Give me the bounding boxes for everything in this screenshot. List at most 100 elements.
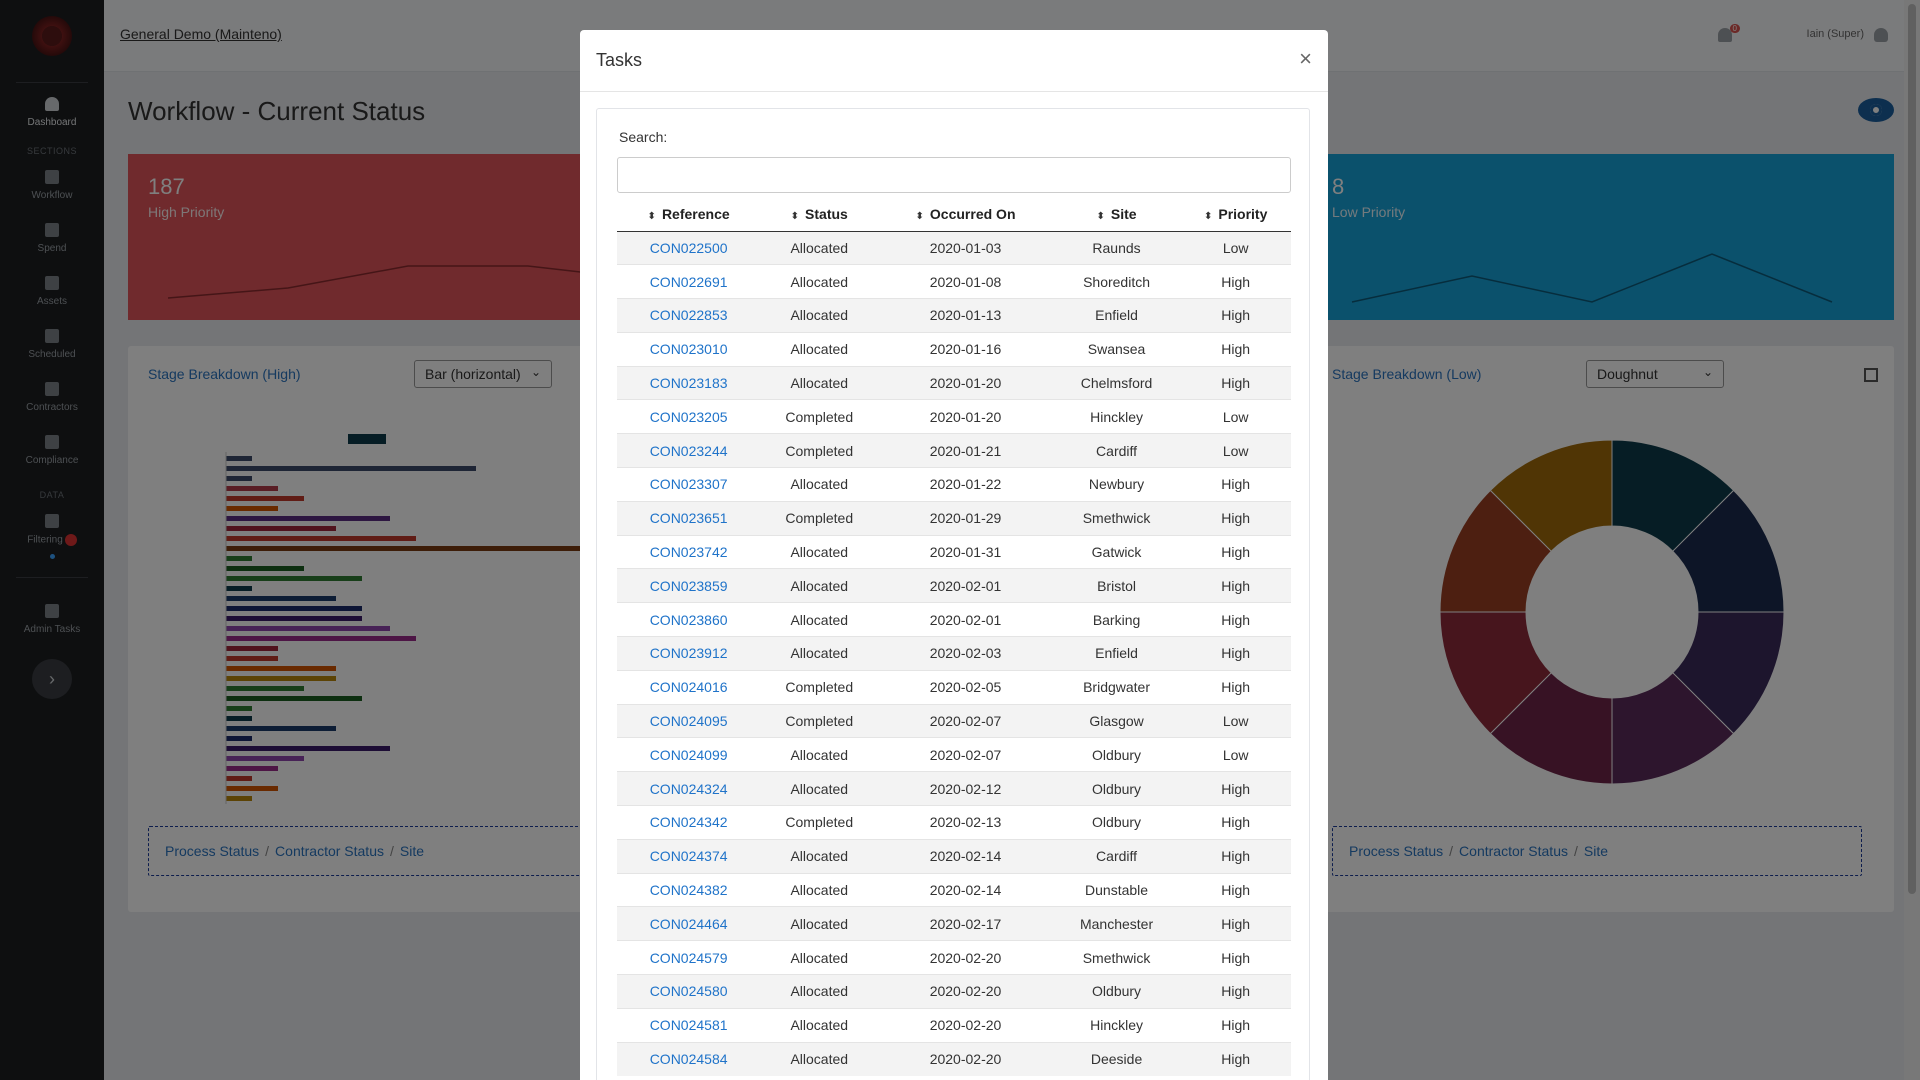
priority-cell: Low <box>1180 737 1291 772</box>
status-cell: Allocated <box>760 1007 879 1043</box>
site-cell: Chelmsford <box>1052 365 1181 400</box>
reference-link[interactable]: CON024580 <box>617 974 761 1009</box>
date-cell: 2020-02-20 <box>878 1007 1053 1043</box>
modal-title: Tasks <box>596 50 643 70</box>
table-row[interactable]: CON023859 Allocated 2020-02-01 Bristol High <box>617 568 1291 603</box>
site-cell: Oldbury <box>1052 974 1181 1009</box>
reference-link[interactable]: CON024374 <box>617 838 761 874</box>
table-row[interactable]: CON023244 Completed 2020-01-21 Cardiff Low <box>617 433 1291 468</box>
table-row[interactable]: CON024382 Allocated 2020-02-14 Dunstable Hig… <box>617 872 1291 907</box>
reference-link[interactable]: CON024464 <box>617 906 761 941</box>
table-row[interactable]: CON022691 Allocated 2020-01-08 Shoreditch Hi… <box>617 264 1291 299</box>
reference-link[interactable]: CON024099 <box>617 737 761 772</box>
reference-link[interactable]: CON024095 <box>617 703 761 738</box>
table-row[interactable]: CON024324 Allocated 2020-02-12 Oldbury High <box>617 771 1291 806</box>
table-row[interactable]: CON023010 Allocated 2020-01-16 Swansea High <box>617 331 1291 367</box>
date-cell: 2020-02-13 <box>878 805 1053 840</box>
table-row[interactable]: CON024016 Completed 2020-02-05 Bridgwater Hi… <box>617 669 1291 705</box>
site-cell: Raunds <box>1052 230 1181 265</box>
table-row[interactable]: CON024464 Allocated 2020-02-17 Manchester Hi… <box>617 906 1291 941</box>
reference-link[interactable]: CON022853 <box>617 298 761 333</box>
priority-cell: High <box>1180 298 1291 333</box>
status-cell: Allocated <box>760 636 879 671</box>
reference-link[interactable]: CON023205 <box>617 399 761 434</box>
table-row[interactable]: CON023205 Completed 2020-01-20 Hinckley Low <box>617 399 1291 434</box>
status-cell: Allocated <box>760 838 879 874</box>
reference-link[interactable]: CON023244 <box>617 433 761 468</box>
close-icon[interactable]: × <box>1299 46 1312 71</box>
date-cell: 2020-02-20 <box>878 940 1053 975</box>
site-cell: Oldbury <box>1052 805 1181 840</box>
reference-link[interactable]: CON023742 <box>617 534 761 569</box>
table-row[interactable]: CON024374 Allocated 2020-02-14 Cardiff High <box>617 838 1291 874</box>
status-cell: Completed <box>760 669 879 705</box>
site-cell: Dunstable <box>1052 872 1181 907</box>
column-header-status[interactable]: ⬍ Status <box>760 197 879 232</box>
reference-link[interactable]: CON023183 <box>617 365 761 400</box>
reference-link[interactable]: CON023912 <box>617 636 761 671</box>
table-row[interactable]: CON024581 Allocated 2020-02-20 Hinckley High <box>617 1007 1291 1043</box>
table-row[interactable]: CON023912 Allocated 2020-02-03 Enfield High <box>617 636 1291 671</box>
column-header-occurred-on[interactable]: ⬍ Occurred On <box>878 197 1053 232</box>
status-cell: Allocated <box>760 974 879 1009</box>
reference-link[interactable]: CON024324 <box>617 771 761 806</box>
reference-link[interactable]: CON024016 <box>617 669 761 705</box>
site-cell: Cardiff <box>1052 838 1181 874</box>
reference-link[interactable]: CON024579 <box>617 940 761 975</box>
table-row[interactable]: CON024584 Allocated 2020-02-20 Deeside High <box>617 1041 1291 1076</box>
table-row[interactable]: CON024095 Completed 2020-02-07 Glasgow Low <box>617 703 1291 738</box>
status-cell: Allocated <box>760 331 879 367</box>
reference-link[interactable]: CON023307 <box>617 467 761 502</box>
reference-link[interactable]: CON023859 <box>617 568 761 603</box>
priority-cell: High <box>1180 940 1291 975</box>
reference-link[interactable]: CON023651 <box>617 500 761 536</box>
modal-header: Tasks × <box>580 30 1328 92</box>
priority-cell: High <box>1180 771 1291 806</box>
table-header-row: ⬍ Reference ⬍ Status ⬍ Occurred On ⬍ Site ⬍ P… <box>617 197 1291 232</box>
table-row[interactable]: CON023183 Allocated 2020-01-20 Chelmsford Hi… <box>617 365 1291 400</box>
reference-link[interactable]: CON022500 <box>617 230 761 265</box>
table-row[interactable]: CON024579 Allocated 2020-02-20 Smethwick Hig… <box>617 940 1291 975</box>
table-row[interactable]: CON023307 Allocated 2020-01-22 Newbury High <box>617 467 1291 502</box>
column-header-priority[interactable]: ⬍ Priority <box>1180 197 1291 232</box>
table-row[interactable]: CON024099 Allocated 2020-02-07 Oldbury Low <box>617 737 1291 772</box>
date-cell: 2020-01-13 <box>878 298 1053 333</box>
date-cell: 2020-02-05 <box>878 669 1053 705</box>
status-cell: Allocated <box>760 534 879 569</box>
column-header-site[interactable]: ⬍ Site <box>1052 197 1181 232</box>
table-row[interactable]: CON024342 Completed 2020-02-13 Oldbury High <box>617 805 1291 840</box>
priority-cell: High <box>1180 805 1291 840</box>
date-cell: 2020-01-29 <box>878 500 1053 536</box>
site-cell: Bridgwater <box>1052 669 1181 705</box>
priority-cell: Low <box>1180 433 1291 468</box>
table-row[interactable]: CON023742 Allocated 2020-01-31 Gatwick High <box>617 534 1291 569</box>
status-cell: Allocated <box>760 602 879 637</box>
site-cell: Hinckley <box>1052 399 1181 434</box>
reference-link[interactable]: CON024584 <box>617 1041 761 1076</box>
table-row[interactable]: CON024580 Allocated 2020-02-20 Oldbury High <box>617 974 1291 1009</box>
table-row[interactable]: CON022853 Allocated 2020-01-13 Enfield High <box>617 298 1291 333</box>
status-cell: Allocated <box>760 264 879 299</box>
priority-cell: High <box>1180 669 1291 705</box>
date-cell: 2020-02-20 <box>878 974 1053 1009</box>
table-row[interactable]: CON022500 Allocated 2020-01-03 Raunds Low <box>617 230 1291 265</box>
reference-link[interactable]: CON024382 <box>617 872 761 907</box>
reference-link[interactable]: CON023010 <box>617 331 761 367</box>
site-cell: Manchester <box>1052 906 1181 941</box>
priority-cell: High <box>1180 838 1291 874</box>
reference-link[interactable]: CON024581 <box>617 1007 761 1043</box>
priority-cell: High <box>1180 974 1291 1009</box>
reference-link[interactable]: CON023860 <box>617 602 761 637</box>
column-header-reference[interactable]: ⬍ Reference <box>617 197 761 232</box>
tasks-modal: Tasks × Search: ⬍ Reference ⬍ Status ⬍ Occu… <box>580 30 1328 1080</box>
search-input[interactable] <box>617 157 1291 193</box>
site-cell: Hinckley <box>1052 1007 1181 1043</box>
reference-link[interactable]: CON022691 <box>617 264 761 299</box>
table-row[interactable]: CON023860 Allocated 2020-02-01 Barking High <box>617 602 1291 637</box>
status-cell: Completed <box>760 399 879 434</box>
reference-link[interactable]: CON024342 <box>617 805 761 840</box>
table-row[interactable]: CON023651 Completed 2020-01-29 Smethwick Hig… <box>617 500 1291 536</box>
date-cell: 2020-01-16 <box>878 331 1053 367</box>
date-cell: 2020-01-21 <box>878 433 1053 468</box>
status-cell: Allocated <box>760 872 879 907</box>
